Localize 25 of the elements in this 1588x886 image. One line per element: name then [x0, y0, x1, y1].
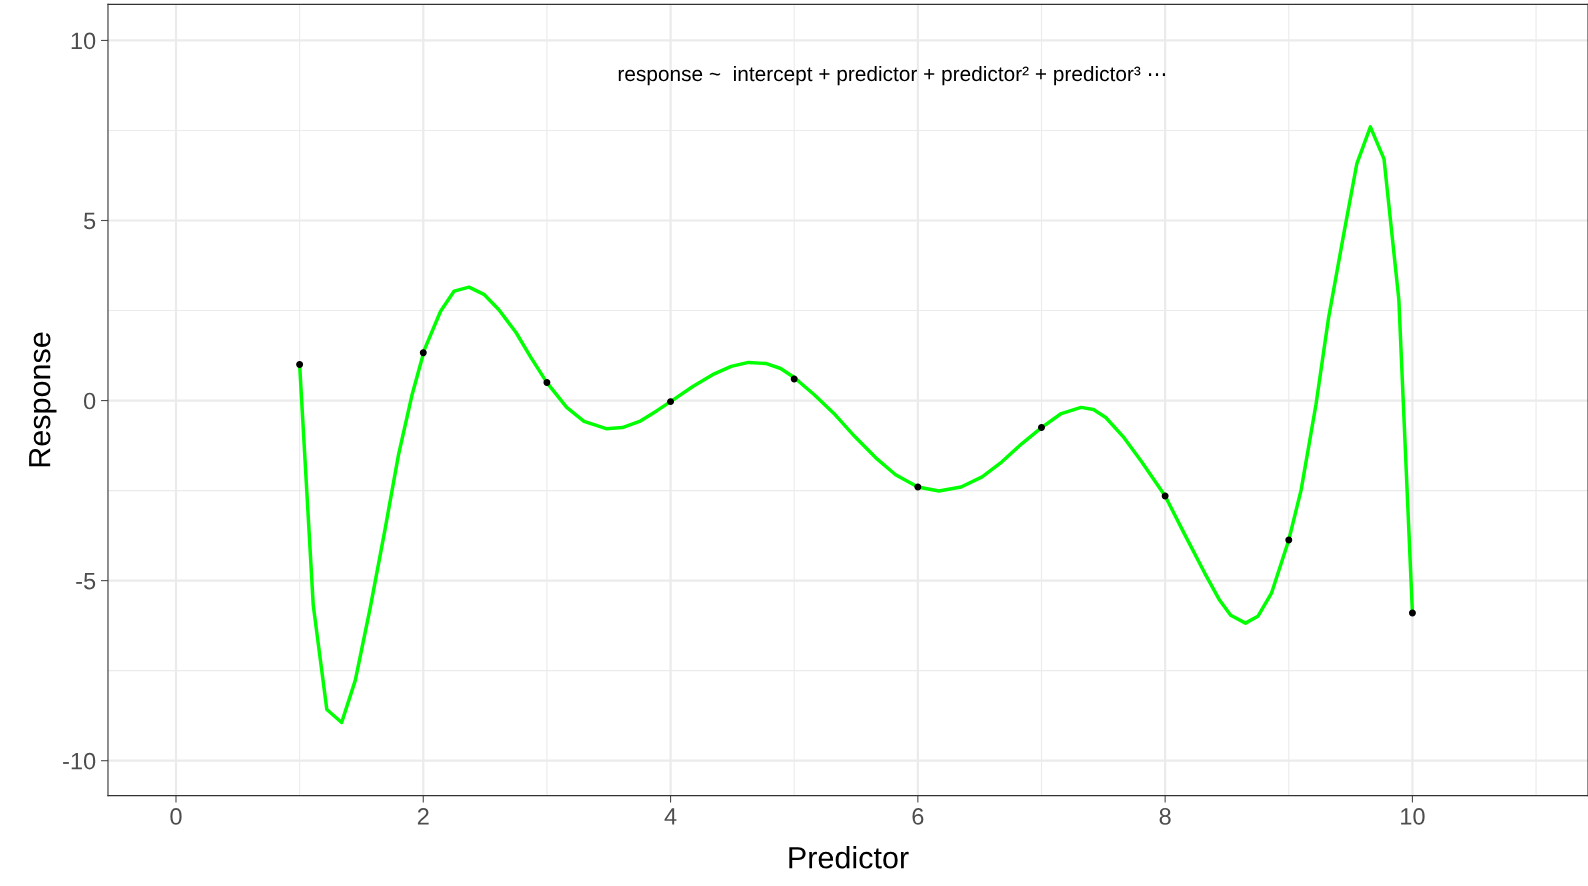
- y-axis-title: Response: [29, 332, 57, 467]
- x-tick-label: 0: [170, 808, 182, 825]
- point: [1161, 492, 1169, 500]
- point: [1408, 609, 1416, 617]
- y-tick-label: 10: [71, 32, 96, 50]
- point: [419, 349, 427, 357]
- y-tick-label: 0: [83, 392, 96, 410]
- x-tick-label: 4: [664, 808, 677, 825]
- x-tick-label: 8: [1159, 808, 1171, 825]
- annotation: response ~ intercept + predictor + predictor² + predictor³ ⋯: [618, 65, 1165, 86]
- y-tick-label: 5: [83, 212, 96, 230]
- point: [1285, 536, 1293, 544]
- x-tick-label: 6: [912, 808, 924, 825]
- line-series: [297, 125, 1415, 725]
- x-tick-label: 2: [417, 808, 429, 825]
- point: [914, 483, 922, 491]
- y-tick-label: -10: [63, 752, 96, 770]
- x-tick-label: 10: [1401, 808, 1425, 825]
- x-axis-title: Predictor: [789, 846, 909, 869]
- point: [296, 361, 304, 369]
- point: [667, 398, 675, 406]
- point: [790, 375, 798, 383]
- point: [543, 379, 551, 387]
- point: [1038, 424, 1045, 432]
- y-tick-label: -5: [76, 572, 96, 590]
